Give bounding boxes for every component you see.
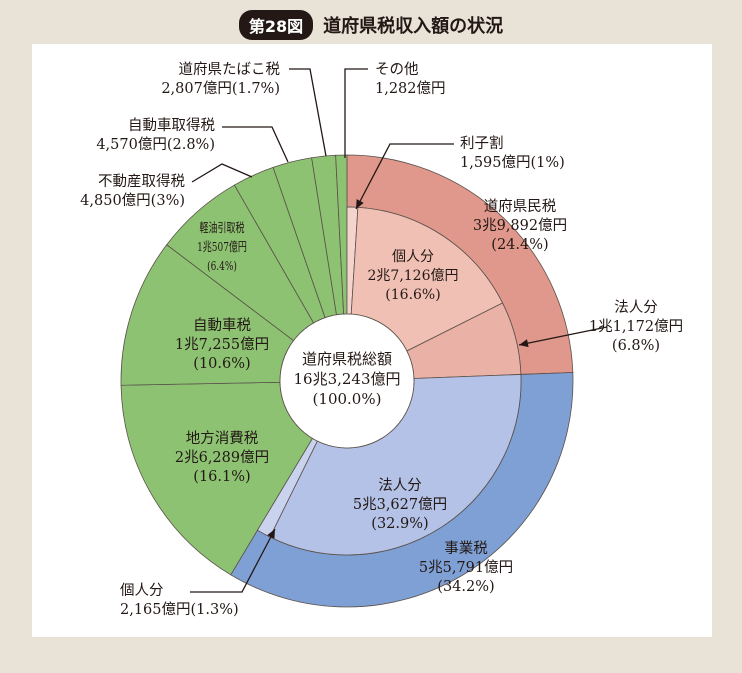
label-jidosha-line: (10.6%) (193, 356, 250, 372)
label-hojinbun-kenmin: 法人分 1兆1,172億円 (6.8%) (589, 299, 683, 354)
label-keiyu-line: 軽油引取税 (200, 219, 245, 235)
label-keiyu: 軽油引取税 1兆507億円 (6.4%) (197, 219, 247, 273)
label-jigyo-line: 事業税 (444, 540, 488, 557)
center-total-label-line: (100.0%) (313, 390, 382, 408)
label-chiho-shohi: 地方消費税 2兆6,289億円 (16.1%) (175, 430, 269, 485)
label-jidosha-line: 1兆7,255億円 (175, 336, 269, 353)
label-kojinbun-line: 2兆7,126億円 (368, 268, 459, 284)
leader-sonota (344, 68, 368, 158)
label-hojinbun-kenmin-line: 1兆1,172億円 (589, 318, 683, 335)
label-kojinbun-jigyo-line: 個人分 (120, 582, 164, 599)
leader-rishiwari (355, 143, 454, 210)
label-kenmin: 道府県民税 3兆9,892億円 (24.4%) (473, 198, 567, 253)
label-hojinbun-jigyo: 法人分 5兆3,627億円 (32.9%) (353, 477, 447, 532)
label-chiho-shohi-line: (16.1%) (193, 469, 250, 485)
label-tabako: 道府県たばこ税 2,807億円(1.7%) (161, 61, 280, 97)
label-kojinbun: 個人分 2兆7,126億円 (16.6%) (368, 249, 459, 303)
label-hojinbun-kenmin-line: (6.8%) (612, 338, 660, 354)
leader-rishiwari-arrowhead (356, 199, 364, 209)
center-total-label-line: 16兆3,243億円 (293, 370, 400, 388)
label-keiyu-line: 1兆507億円 (197, 240, 247, 255)
center-total-label: 道府県税総額 16兆3,243億円 (100.0%) (293, 350, 400, 408)
label-sonota: その他 1,282億円 (375, 61, 446, 97)
label-fudosan: 不動産取得税 4,850億円(3%) (80, 173, 185, 209)
label-rishiwari-line: 1,595億円(1%) (460, 154, 565, 171)
label-rishiwari-line: 利子割 (460, 135, 504, 152)
figure-number-badge: 第28図 (238, 10, 314, 40)
label-hojinbun-jigyo-line: 5兆3,627億円 (353, 496, 447, 513)
label-chiho-shohi-line: 地方消費税 (186, 430, 259, 447)
chart-panel: 道府県税総額 16兆3,243億円 (100.0%) 道府県民税 3兆9,892億円 (2… (32, 44, 712, 637)
label-keiyu-line: (6.4%) (207, 259, 237, 274)
label-jigyo-line: (34.2%) (437, 579, 494, 595)
label-kojinbun-line: 個人分 (392, 249, 434, 265)
leader-hojinbun-kenmin-arrowhead (519, 339, 529, 348)
label-sonota-line: 1,282億円 (375, 80, 446, 97)
label-hojinbun-jigyo-line: (32.9%) (371, 516, 428, 532)
leader-tabako (289, 68, 327, 157)
label-kojinbun-line: (16.6%) (385, 287, 440, 303)
label-tabako-line: 2,807億円(1.7%) (161, 80, 280, 97)
label-hojinbun-jigyo-line: 法人分 (378, 477, 422, 494)
label-jidosha: 自動車税 1兆7,255億円 (10.6%) (175, 317, 269, 372)
label-jidosha-shutoku-line: 4,570億円(2.8%) (96, 136, 215, 153)
label-fudosan-line: 不動産取得税 (98, 173, 185, 190)
label-chiho-shohi-line: 2兆6,289億円 (175, 449, 269, 466)
label-rishiwari: 利子割 1,595億円(1%) (460, 135, 565, 171)
leader-jidosha-shutoku (222, 126, 289, 163)
figure-header: 第28図 道府県税収入額の状況 (0, 10, 742, 40)
center-hole (279, 313, 415, 449)
label-jidosha-line: 自動車税 (193, 317, 251, 334)
label-kenmin-line: 3兆9,892億円 (473, 217, 567, 234)
label-hojinbun-kenmin-line: 法人分 (614, 299, 658, 316)
label-sonota-line: その他 (375, 61, 419, 78)
label-jigyo: 事業税 5兆5,791億円 (34.2%) (419, 540, 513, 595)
leader-kojinbun-jigyo (190, 528, 276, 593)
label-fudosan-line: 4,850億円(3%) (80, 192, 185, 209)
leader-hojinbun-kenmin (518, 326, 608, 346)
label-kenmin-line: 道府県民税 (484, 198, 557, 215)
label-jidosha-shutoku: 自動車取得税 4,570億円(2.8%) (96, 117, 215, 153)
center-total-label-line: 道府県税総額 (302, 350, 392, 368)
label-kojinbun-jigyo: 個人分 2,165億円(1.3%) (120, 582, 239, 618)
label-tabako-line: 道府県たばこ税 (179, 61, 281, 78)
label-jidosha-shutoku-line: 自動車取得税 (128, 117, 215, 134)
label-jigyo-line: 5兆5,791億円 (419, 559, 513, 576)
leader-kojinbun-jigyo-arrowhead (267, 529, 275, 539)
label-kenmin-line: (24.4%) (491, 237, 548, 253)
donut-chart: 道府県税総額 16兆3,243億円 (100.0%) 道府県民税 3兆9,892億円 (2… (80, 61, 683, 618)
figure-title: 道府県税収入額の状況 (323, 16, 504, 37)
leader-fudosan (191, 163, 253, 183)
label-kojinbun-jigyo-line: 2,165億円(1.3%) (120, 601, 239, 618)
